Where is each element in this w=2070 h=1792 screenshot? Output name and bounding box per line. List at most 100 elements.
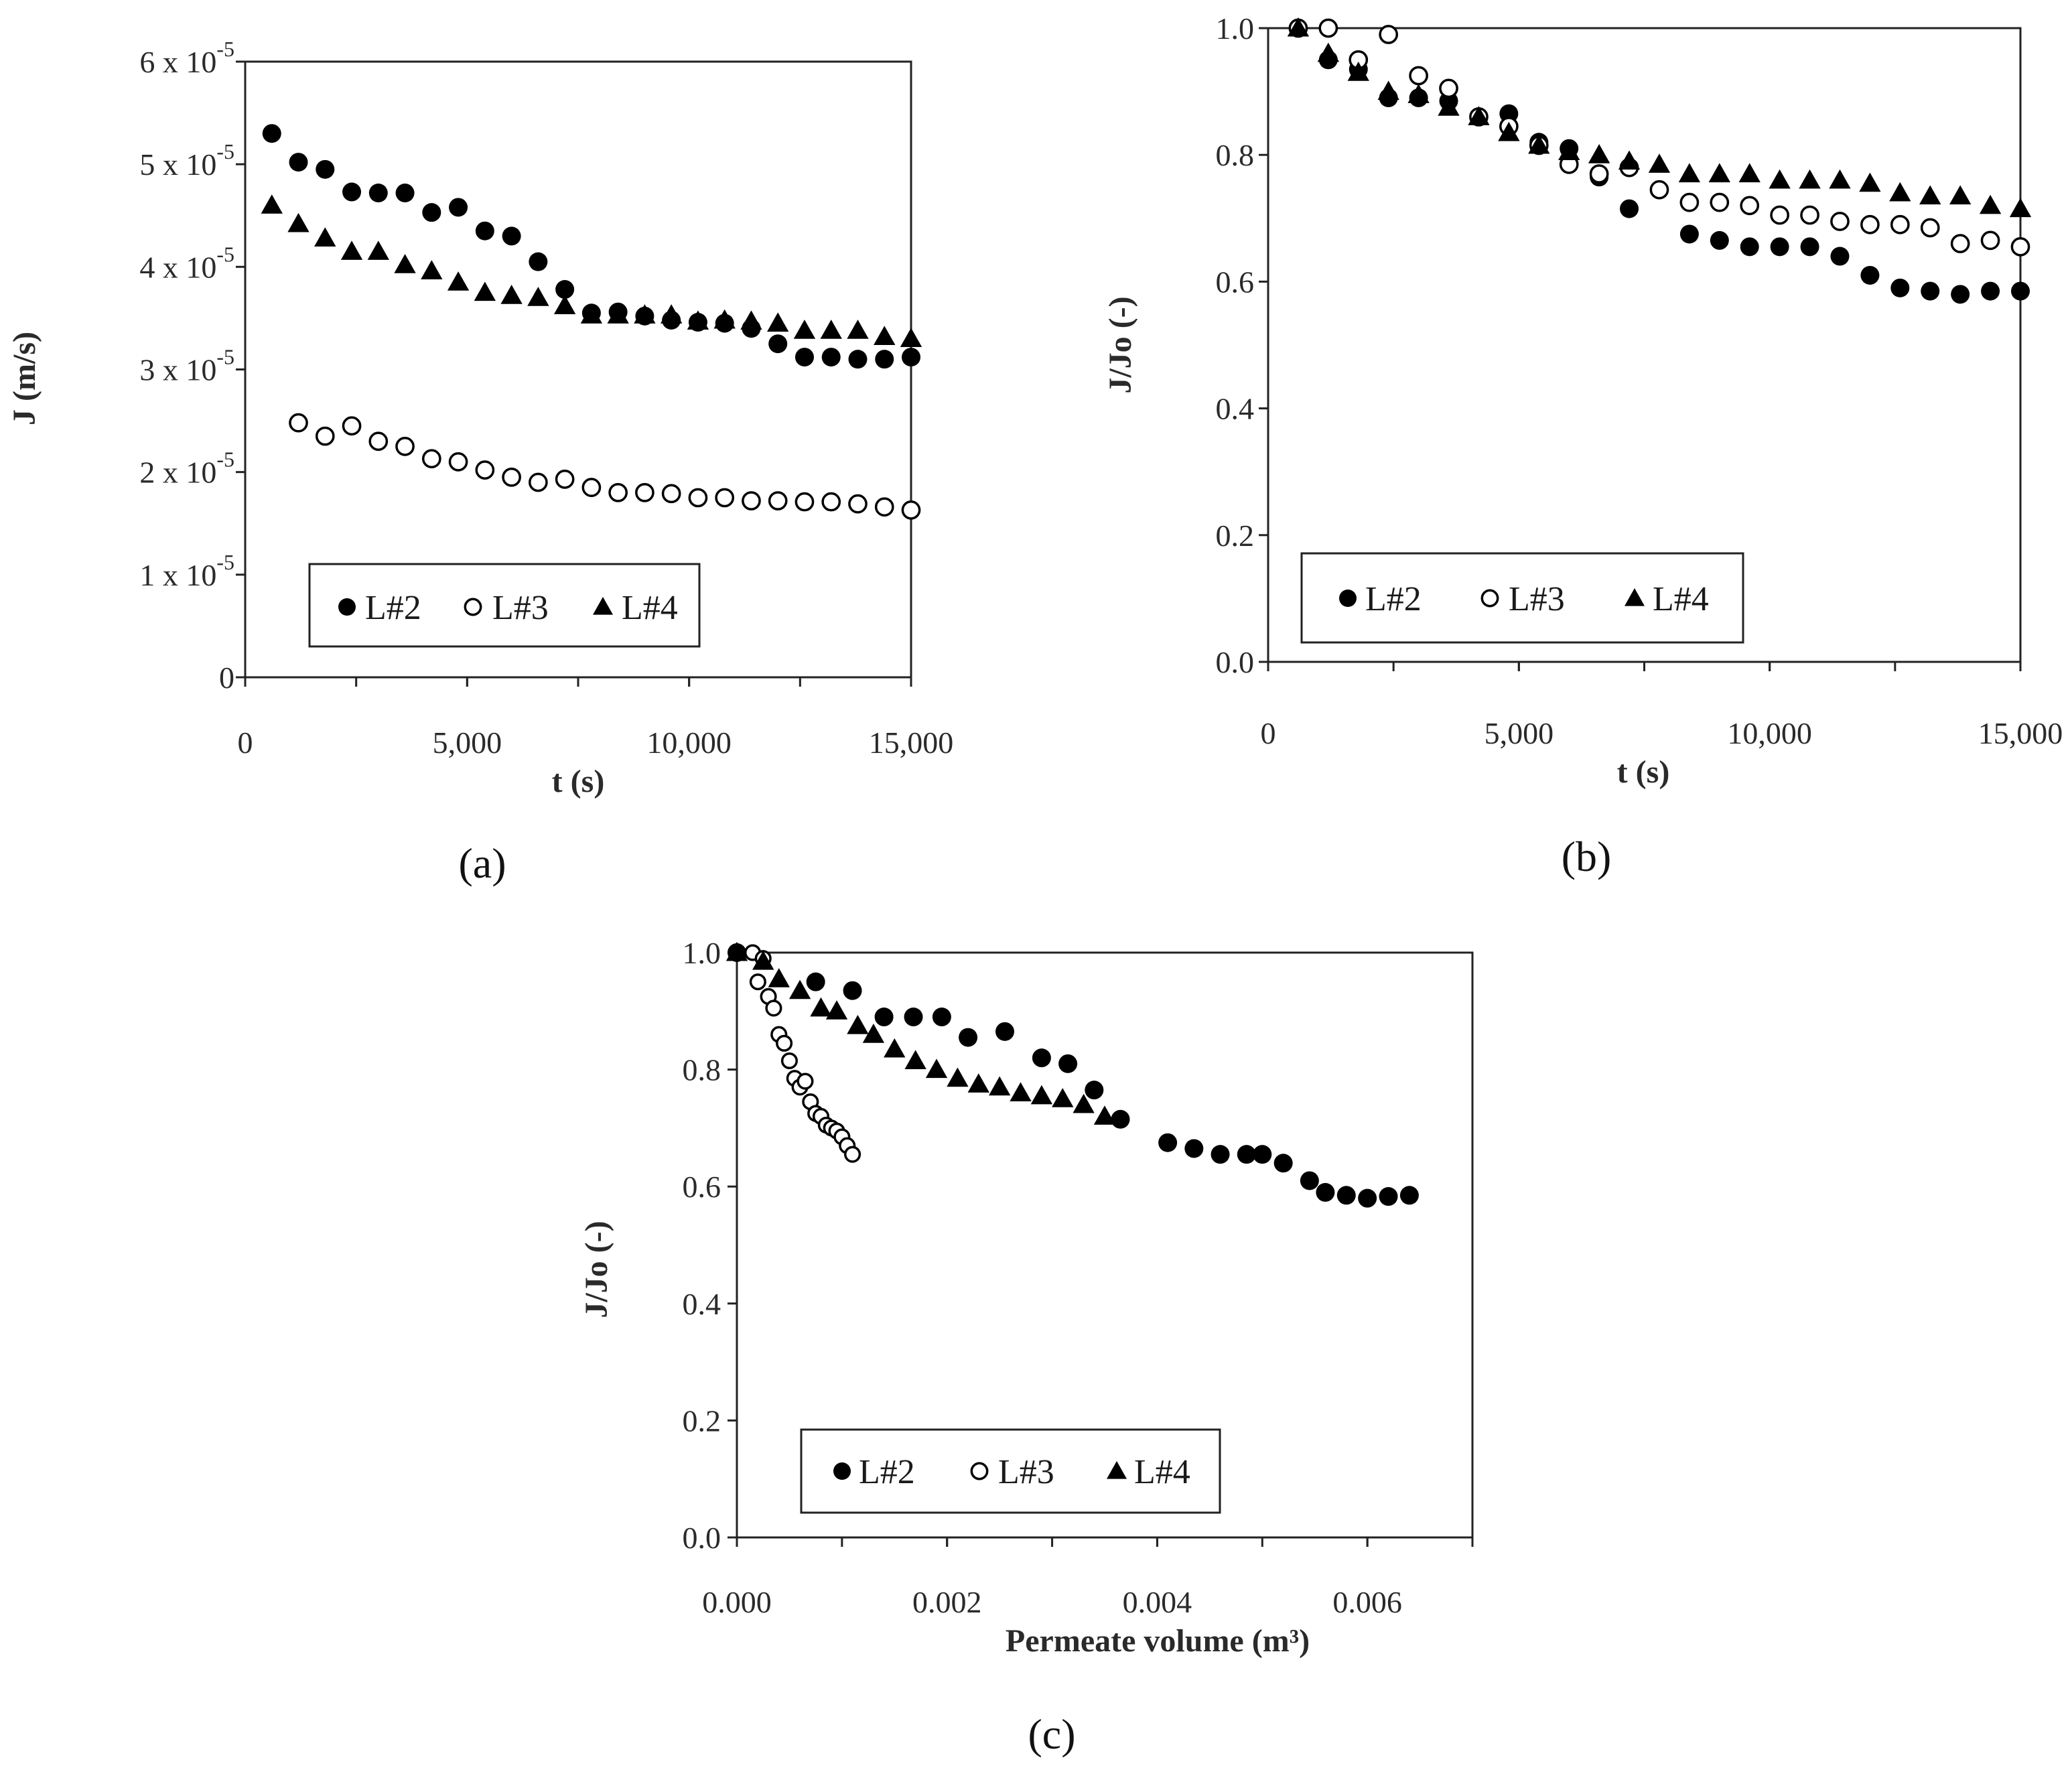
data-point — [474, 281, 496, 301]
x-tick-label: 0.000 — [702, 1585, 772, 1619]
y-tick-label: 0.2 — [683, 1403, 721, 1438]
data-point — [608, 482, 628, 502]
data-point — [1498, 121, 1520, 141]
legend-marker — [338, 598, 356, 616]
data-point — [422, 203, 441, 222]
data-point — [555, 280, 575, 299]
data-point — [904, 1008, 923, 1027]
data-point — [607, 304, 629, 324]
data-point — [262, 124, 281, 143]
data-point — [475, 221, 494, 240]
data-point — [368, 184, 388, 203]
data-point — [793, 320, 816, 339]
x-tick-label: 0.006 — [1332, 1585, 1402, 1619]
legend-label: L#2 — [1365, 580, 1422, 618]
data-point — [1921, 281, 1940, 301]
data-point — [527, 287, 549, 306]
data-point — [688, 488, 708, 508]
data-point — [340, 240, 363, 260]
data-point — [1438, 96, 1460, 116]
data-point — [1073, 1093, 1095, 1113]
data-point — [634, 304, 656, 324]
data-point — [1300, 1171, 1319, 1190]
data-point — [1860, 265, 1880, 285]
data-point — [1980, 230, 2000, 251]
data-point — [1032, 1048, 1051, 1068]
data-point — [1618, 150, 1641, 170]
data-point — [1409, 66, 1428, 86]
data-point — [1030, 1085, 1053, 1105]
data-point — [847, 1014, 869, 1034]
x-axis-label: t (s) — [1617, 754, 1670, 790]
data-point — [1829, 169, 1851, 189]
data-point — [342, 182, 362, 202]
data-point — [1799, 169, 1821, 189]
data-point — [1093, 1105, 1116, 1125]
legend-label: L#3 — [998, 1453, 1054, 1491]
data-point — [502, 226, 521, 246]
data-point — [752, 950, 774, 970]
data-point — [1710, 192, 1730, 212]
y-axis-label: J/Jo (-) — [1103, 296, 1138, 393]
y-tick-label: 1.0 — [1216, 11, 1255, 46]
data-point — [795, 348, 814, 367]
y-axis-label: J (m/s) — [7, 332, 42, 425]
x-tick-label: 15,000 — [869, 726, 954, 760]
y-tick-label: 0.8 — [683, 1053, 721, 1087]
y-tick-label: 1 x 10-5 — [139, 550, 234, 592]
data-point — [1287, 17, 1310, 37]
data-point — [635, 482, 654, 502]
data-point — [874, 326, 896, 345]
data-point — [661, 484, 681, 504]
panel-a: 0 1 x 10-5 2 x 10-5 3 x 10-5 4 x 10-5 5 x 10-… — [7, 37, 953, 887]
data-point — [1589, 164, 1609, 184]
data-point — [395, 184, 415, 203]
data-point — [581, 478, 602, 497]
data-point — [315, 426, 335, 446]
data-point — [1890, 278, 1910, 297]
data-point — [1010, 1082, 1032, 1102]
x-tick-label: 0 — [1261, 716, 1276, 750]
data-point — [1800, 237, 1819, 257]
data-point — [1058, 1054, 1078, 1073]
data-point — [1710, 230, 1729, 250]
data-point — [768, 491, 788, 510]
x-axis-label: t (s) — [552, 764, 605, 799]
data-point — [1316, 1182, 1335, 1202]
data-point — [797, 1073, 814, 1090]
data-point — [1317, 42, 1340, 62]
data-point — [749, 973, 766, 991]
data-point — [421, 449, 441, 469]
legend-label: L#4 — [1134, 1453, 1190, 1491]
series-L3 — [289, 413, 921, 520]
data-point — [2009, 198, 2032, 218]
data-point — [314, 227, 336, 247]
series-L3 — [744, 944, 861, 1163]
data-point — [795, 492, 815, 512]
data-point — [316, 159, 335, 179]
data-point — [1740, 237, 1759, 257]
y-tick-label: 3 x 10-5 — [139, 345, 234, 387]
y-tick-label: 4 x 10-5 — [139, 242, 234, 284]
data-point — [529, 472, 548, 492]
data-point — [821, 492, 841, 512]
x-tick-label: 10,000 — [646, 726, 732, 760]
plot-frame — [736, 951, 1474, 1539]
data-point — [1588, 144, 1610, 163]
y-tick-label: 6 x 10-5 — [139, 37, 234, 79]
series-L4 — [261, 194, 922, 348]
x-tick-label: 15,000 — [1978, 716, 2063, 750]
data-point — [289, 153, 308, 172]
data-point — [1237, 1145, 1256, 1164]
y-tick-label: 0.6 — [1216, 265, 1255, 299]
data-point — [843, 981, 862, 1000]
legend-label: L#3 — [492, 589, 549, 627]
y-tick-label: 0.0 — [1216, 645, 1255, 679]
data-point — [932, 1008, 951, 1027]
data-point — [1708, 163, 1730, 183]
data-point — [449, 198, 468, 217]
data-point — [1399, 1186, 1419, 1205]
data-point — [1920, 218, 1940, 238]
data-point — [825, 1000, 848, 1020]
data-point — [1620, 199, 1639, 218]
